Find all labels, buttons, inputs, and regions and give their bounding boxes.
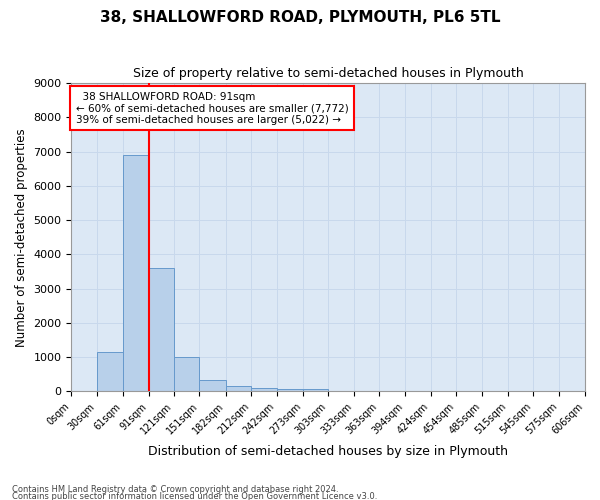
Bar <box>123 155 149 392</box>
Bar <box>174 357 199 392</box>
Title: Size of property relative to semi-detached houses in Plymouth: Size of property relative to semi-detach… <box>133 68 524 80</box>
Bar <box>199 380 226 392</box>
Bar <box>149 268 174 392</box>
Bar <box>251 388 277 392</box>
Text: Contains public sector information licensed under the Open Government Licence v3: Contains public sector information licen… <box>12 492 377 500</box>
Bar <box>226 386 251 392</box>
Bar <box>303 388 328 392</box>
Bar <box>277 388 303 392</box>
X-axis label: Distribution of semi-detached houses by size in Plymouth: Distribution of semi-detached houses by … <box>148 444 508 458</box>
Bar <box>97 352 123 392</box>
Text: 38, SHALLOWFORD ROAD, PLYMOUTH, PL6 5TL: 38, SHALLOWFORD ROAD, PLYMOUTH, PL6 5TL <box>100 10 500 25</box>
Text: 38 SHALLOWFORD ROAD: 91sqm  
← 60% of semi-detached houses are smaller (7,772)
3: 38 SHALLOWFORD ROAD: 91sqm ← 60% of semi… <box>76 92 349 125</box>
Text: Contains HM Land Registry data © Crown copyright and database right 2024.: Contains HM Land Registry data © Crown c… <box>12 486 338 494</box>
Y-axis label: Number of semi-detached properties: Number of semi-detached properties <box>15 128 28 346</box>
